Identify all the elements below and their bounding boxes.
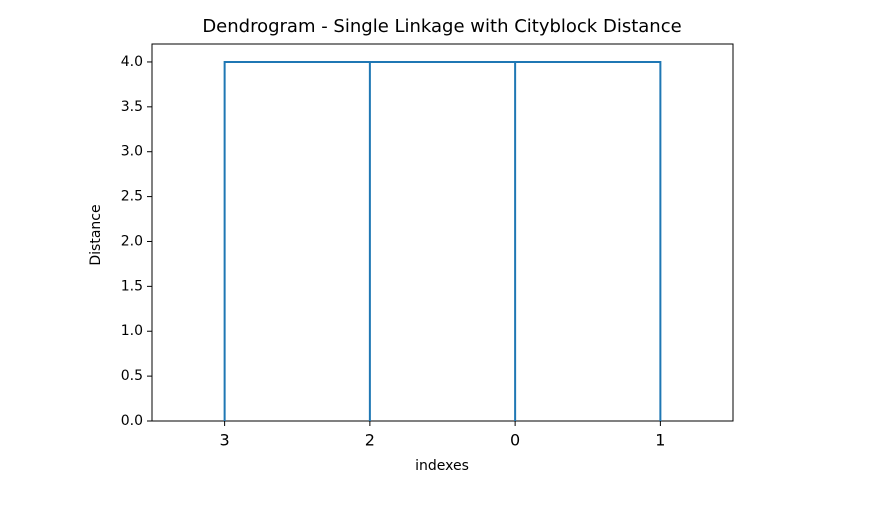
x-tick-label: 3 xyxy=(220,431,230,450)
y-tick-label: 3.0 xyxy=(121,144,143,160)
y-tick-label: 0.0 xyxy=(121,413,143,429)
y-tick-label: 0.5 xyxy=(121,368,143,384)
x-tick-label: 1 xyxy=(655,431,665,450)
plot-frame xyxy=(151,43,734,422)
y-tick-label: 1.0 xyxy=(121,323,143,339)
chart-title: Dendrogram - Single Linkage with Cityblo… xyxy=(202,16,681,37)
y-tick-label: 1.5 xyxy=(121,278,143,294)
x-axis-label: indexes xyxy=(415,458,469,474)
y-tick-label: 3.5 xyxy=(121,99,143,115)
dendrogram-link xyxy=(297,60,517,421)
dendrogram-link xyxy=(223,60,371,421)
x-tick-label: 2 xyxy=(365,431,375,450)
x-tick-label: 0 xyxy=(510,431,520,450)
dendrogram-link xyxy=(406,60,662,421)
y-tick-label: 2.0 xyxy=(121,233,143,249)
y-tick-label: 2.5 xyxy=(121,189,143,205)
y-axis-label: Distance xyxy=(88,204,104,265)
y-tick-label: 4.0 xyxy=(121,54,143,70)
